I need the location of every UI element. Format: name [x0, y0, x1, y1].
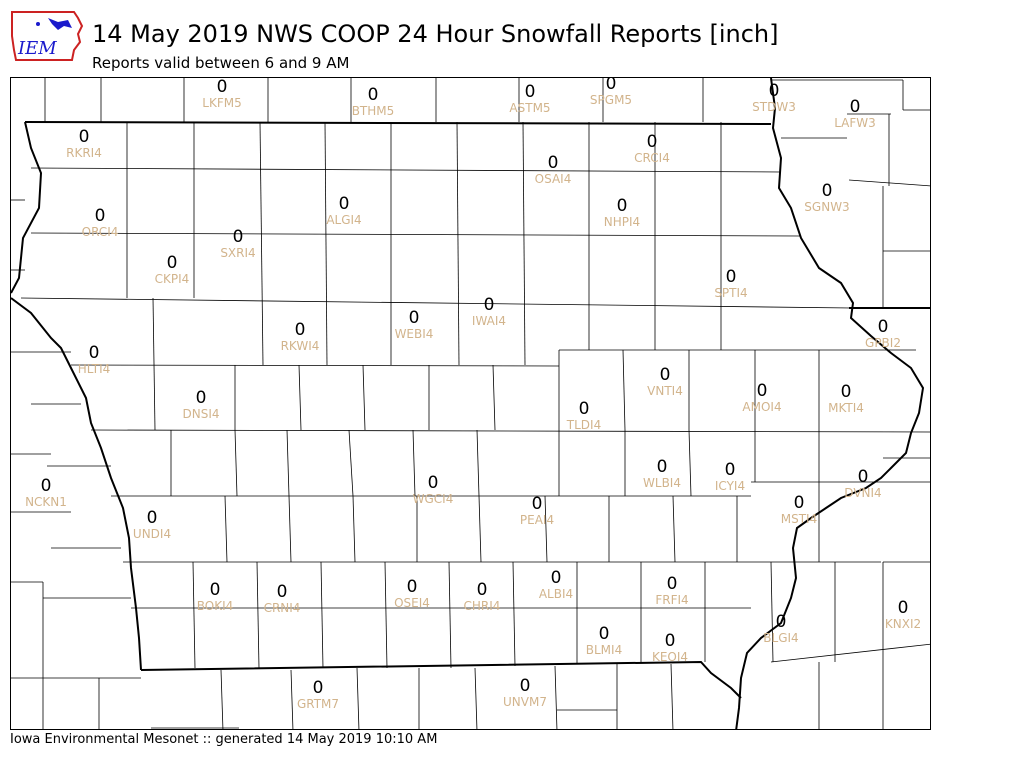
station-marker: 0 GRTM7 [296, 678, 340, 711]
station-marker: 0 MSTI4 [780, 493, 818, 526]
station-marker: 0 ORCI4 [81, 206, 119, 239]
station-marker: 0 LKFM5 [202, 77, 242, 110]
station-marker: 0 MKTI4 [828, 382, 864, 415]
station-marker: 0 KEOI4 [651, 631, 689, 664]
station-marker: 0 WGCI4 [412, 473, 454, 506]
station-marker: 0 NHPI4 [603, 196, 641, 229]
station-marker: 0 GPBI2 [865, 317, 901, 350]
station-marker: 0 ICYI4 [714, 460, 746, 493]
station-marker: 0 RKWI4 [280, 320, 320, 353]
station-marker: 0 SPTI4 [714, 267, 748, 300]
county-boundaries [11, 78, 930, 729]
station-marker: 0 SXRI4 [220, 227, 256, 260]
station-marker: 0 UNDI4 [132, 508, 172, 541]
station-marker: 0 ALBI4 [538, 568, 574, 601]
station-marker: 0 DNSI4 [182, 388, 220, 421]
station-marker: 0 OSEI4 [394, 577, 430, 610]
station-marker: 0 AMOI4 [742, 381, 782, 414]
station-marker: 0 CHRI4 [463, 580, 501, 613]
station-marker: 0 UNVM7 [503, 676, 547, 709]
station-marker: 0 VNTI4 [647, 365, 683, 398]
station-marker: 0 IWAI4 [471, 295, 507, 328]
station-marker: 0 RKRI4 [66, 127, 102, 160]
map-panel: 0 LKFM5 0 BTHM5 0 ASTM5 0 SPGM5 0 STDW3 0 LAFW… [10, 77, 931, 730]
station-marker: 0 CRNI4 [263, 582, 301, 615]
station-marker: 0 WLBI4 [643, 457, 681, 490]
station-marker: 0 BLMI4 [585, 624, 623, 657]
station-marker: 0 FRFI4 [655, 574, 689, 607]
footer-credit: Iowa Environmental Mesonet :: generated … [10, 732, 438, 747]
station-marker: 0 BLGI4 [763, 612, 799, 645]
logo-text: IEM [17, 38, 57, 59]
station-marker: 0 KNXI2 [884, 598, 922, 631]
page-subtitle: Reports valid between 6 and 9 AM [92, 54, 350, 72]
station-marker: 0 DVNI4 [844, 467, 882, 500]
station-marker: 0 CRCI4 [634, 132, 670, 165]
station-marker: 0 ASTM5 [509, 82, 551, 115]
station-marker: 0 BTHM5 [351, 85, 395, 118]
station-marker: 0 HLTI4 [77, 343, 111, 376]
station-marker: 0 STDW3 [752, 81, 796, 114]
station-marker: 0 LAFW3 [834, 97, 876, 130]
iem-logo: IEM [11, 11, 84, 61]
page-title: 14 May 2019 NWS COOP 24 Hour Snowfall Re… [92, 20, 779, 48]
station-marker: 0 CKPI4 [154, 253, 190, 286]
station-marker: 0 TLDI4 [566, 399, 602, 432]
station-marker: 0 SGNW3 [804, 181, 850, 214]
station-marker: 0 PEAI4 [519, 494, 555, 527]
station-marker: 0 BOKI4 [196, 580, 234, 613]
station-marker: 0 NCKN1 [25, 476, 67, 509]
station-marker: 0 ALGI4 [326, 194, 362, 227]
station-marker: 0 WEBI4 [394, 308, 434, 341]
station-marker: 0 OSAI4 [534, 153, 572, 186]
station-marker: 0 SPGM5 [589, 77, 633, 107]
